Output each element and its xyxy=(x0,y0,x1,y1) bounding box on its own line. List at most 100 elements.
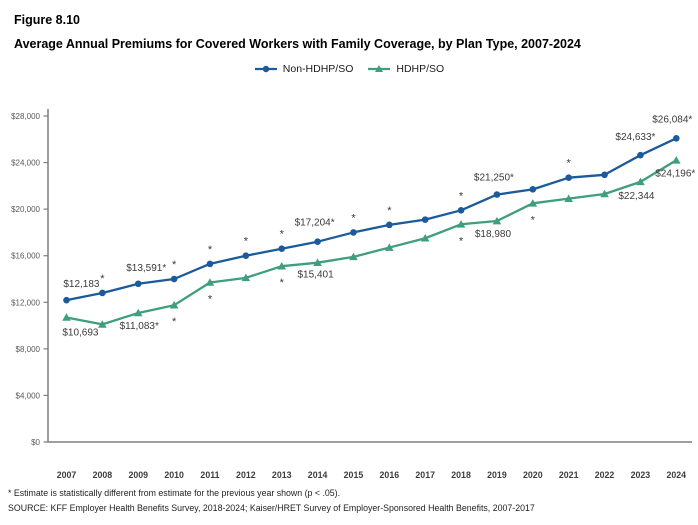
point-value-label: $22,344 xyxy=(618,191,655,202)
x-tick-label: 2021 xyxy=(559,470,579,480)
data-point xyxy=(492,216,502,225)
data-point xyxy=(242,252,250,260)
significance-footnote: * Estimate is statistically different fr… xyxy=(8,488,341,498)
data-point xyxy=(456,220,466,228)
data-point xyxy=(528,199,538,207)
data-point xyxy=(671,156,681,164)
y-tick-label: $28,000 xyxy=(11,112,40,121)
x-tick-label: 2012 xyxy=(236,470,256,480)
data-point xyxy=(277,261,287,270)
point-value-label: $11,083* xyxy=(120,321,159,332)
significance-asterisk: * xyxy=(100,273,105,285)
data-point xyxy=(600,189,609,198)
data-point xyxy=(420,234,430,242)
point-value-label: $10,693 xyxy=(62,328,99,339)
page-title: Average Annual Premiums for Covered Work… xyxy=(14,37,581,51)
data-point xyxy=(421,216,429,223)
data-point xyxy=(313,258,322,266)
significance-asterisk: * xyxy=(351,212,356,224)
point-value-label: $13,591* xyxy=(126,263,166,274)
y-tick-label: $12,000 xyxy=(11,298,40,307)
x-tick-label: 2007 xyxy=(57,470,77,480)
x-tick-label: 2024 xyxy=(667,470,687,480)
significance-asterisk: * xyxy=(280,229,285,241)
y-tick-label: $8,000 xyxy=(16,345,41,354)
point-value-label: $21,250* xyxy=(474,173,514,184)
significance-asterisk: * xyxy=(459,190,464,202)
point-value-label: $15,401 xyxy=(298,270,335,281)
data-point xyxy=(63,296,70,304)
line-triangle-marker-icon xyxy=(368,65,391,72)
legend-label-hdhp: HDHP/SO xyxy=(396,63,445,75)
data-point xyxy=(62,313,71,321)
chart-legend: Non-HDHP/SO HDHP/SO xyxy=(0,63,698,75)
x-tick-label: 2016 xyxy=(380,470,400,480)
point-value-label: $24,633* xyxy=(615,132,655,143)
data-point xyxy=(205,278,215,286)
significance-asterisk: * xyxy=(172,259,177,271)
x-tick-label: 2017 xyxy=(415,470,435,480)
y-tick-label: $20,000 xyxy=(11,205,40,214)
significance-asterisk: * xyxy=(567,158,572,170)
data-point xyxy=(133,308,143,317)
data-point xyxy=(636,177,645,186)
data-point xyxy=(169,300,179,309)
data-point xyxy=(386,221,393,229)
x-tick-label: 2008 xyxy=(93,470,113,480)
data-point xyxy=(350,229,357,236)
data-point xyxy=(529,186,537,193)
series-line-hdhp-so xyxy=(65,159,678,326)
x-tick-label: 2018 xyxy=(451,470,471,480)
data-point xyxy=(206,260,214,268)
data-point xyxy=(278,245,286,253)
point-value-label: $26,084* xyxy=(652,114,692,125)
x-tick-label: 2015 xyxy=(344,470,364,480)
line-circle-marker-icon xyxy=(254,65,277,73)
x-tick-label: 2011 xyxy=(200,470,219,480)
data-point xyxy=(349,252,358,261)
x-tick-label: 2013 xyxy=(272,470,292,480)
point-value-label: $18,980 xyxy=(475,229,512,240)
significance-asterisk: * xyxy=(387,205,392,217)
data-point xyxy=(385,243,394,251)
point-value-label: $24,196* xyxy=(655,168,695,179)
x-tick-label: 2022 xyxy=(595,470,615,480)
data-point xyxy=(672,135,680,142)
data-point xyxy=(493,191,501,198)
figure-label: Figure 8.10 xyxy=(14,13,80,27)
legend-label-non-hdhp: Non-HDHP/SO xyxy=(282,63,354,75)
x-tick-label: 2020 xyxy=(523,470,543,480)
x-tick-label: 2019 xyxy=(487,470,507,480)
significance-asterisk: * xyxy=(531,214,536,226)
significance-asterisk: * xyxy=(459,235,464,247)
significance-asterisk: * xyxy=(208,293,213,305)
x-tick-label: 2009 xyxy=(128,470,148,480)
data-point xyxy=(314,238,321,245)
data-point xyxy=(134,280,142,288)
point-value-label: $17,204* xyxy=(295,218,335,229)
y-tick-label: $4,000 xyxy=(16,391,41,400)
data-point xyxy=(457,207,465,214)
x-tick-label: 2014 xyxy=(308,470,328,480)
data-point xyxy=(170,275,178,283)
significance-asterisk: * xyxy=(208,244,213,256)
significance-asterisk: * xyxy=(172,316,177,328)
x-tick-label: 2010 xyxy=(164,470,184,480)
y-tick-label: $24,000 xyxy=(11,159,40,168)
data-point xyxy=(99,289,106,297)
data-point xyxy=(241,273,251,282)
data-point xyxy=(601,171,608,179)
legend-item-non-hdhp: Non-HDHP/SO xyxy=(254,63,354,75)
y-tick-label: $0 xyxy=(31,438,40,447)
data-point xyxy=(565,174,572,182)
y-tick-label: $16,000 xyxy=(11,252,40,261)
data-point xyxy=(564,194,573,202)
significance-asterisk: * xyxy=(244,236,249,248)
data-point xyxy=(98,320,107,328)
source-footnote: SOURCE: KFF Employer Health Benefits Sur… xyxy=(8,503,535,513)
point-value-label: $12,183 xyxy=(63,279,100,290)
legend-item-hdhp: HDHP/SO xyxy=(367,63,444,75)
data-point xyxy=(637,151,644,159)
